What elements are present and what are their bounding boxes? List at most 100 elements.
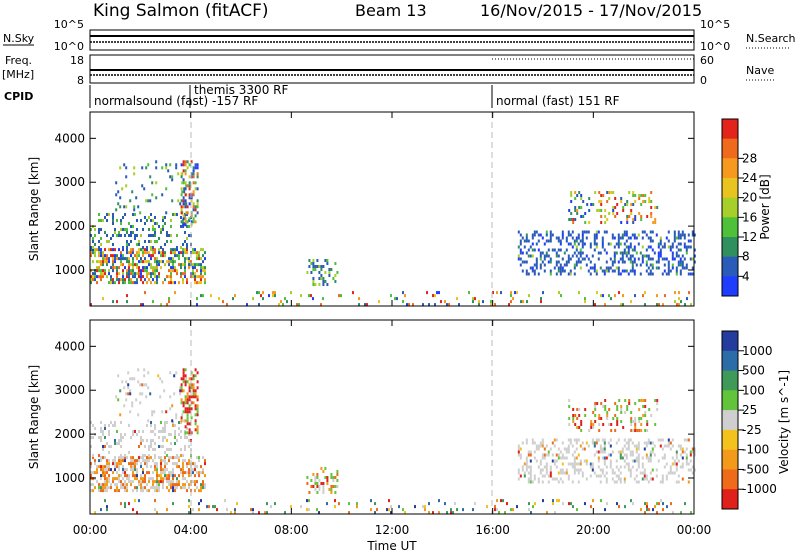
data-cell [170, 240, 172, 243]
colorbar-block [722, 429, 738, 451]
data-cell [180, 398, 183, 402]
data-cell [182, 223, 185, 227]
data-cell [609, 266, 612, 270]
data-cell [547, 254, 550, 258]
data-cell [115, 395, 118, 399]
data-cell [558, 291, 560, 295]
data-cell [519, 263, 522, 267]
data-cell [138, 483, 140, 487]
data-cell [568, 417, 571, 420]
data-cell [122, 459, 124, 463]
data-cell [272, 291, 274, 295]
data-cell [572, 417, 575, 420]
data-cell [106, 260, 108, 264]
data-cell [144, 462, 146, 466]
data-cell [539, 251, 542, 255]
data-cell [125, 392, 128, 396]
data-cell [693, 260, 696, 264]
data-cell [651, 230, 654, 234]
data-cell [104, 471, 106, 475]
data-cell [120, 462, 122, 466]
data-cell [640, 423, 643, 426]
data-cell [172, 502, 174, 506]
data-cell [549, 233, 552, 237]
data-cell [551, 453, 554, 457]
data-cell [196, 297, 198, 301]
data-cell [174, 433, 176, 436]
data-cell [204, 462, 206, 466]
data-cell [613, 480, 616, 484]
data-cell [174, 266, 176, 270]
data-cell [650, 212, 653, 215]
data-cell [330, 473, 333, 476]
data-cell [634, 429, 637, 432]
data-cell [100, 508, 102, 512]
data-cell [98, 459, 100, 463]
data-cell [662, 303, 664, 307]
data-cell [568, 423, 571, 426]
data-cell [693, 468, 696, 472]
data-cell [623, 459, 626, 463]
data-cell [140, 474, 142, 478]
data-cell [592, 411, 595, 414]
date-range: 16/Nov/2015 - 17/Nov/2015 [480, 1, 702, 20]
data-cell [669, 468, 672, 472]
data-cell [594, 420, 597, 423]
data-cell [617, 272, 620, 276]
data-cell [687, 272, 690, 276]
data-cell [146, 248, 148, 252]
data-cell [322, 491, 325, 494]
data-cell [126, 248, 128, 252]
data-cell [527, 465, 530, 469]
data-cell [578, 191, 581, 194]
data-cell [517, 444, 520, 448]
data-cell [541, 441, 544, 445]
data-cell [615, 480, 618, 484]
data-cell [184, 220, 187, 224]
data-cell [202, 480, 204, 484]
data-cell [284, 511, 286, 515]
data-cell [625, 254, 628, 258]
data-cell [184, 263, 186, 267]
data-cell [580, 194, 583, 197]
data-cell [625, 453, 628, 457]
data-cell [130, 278, 132, 282]
data-cell [140, 439, 142, 442]
data-cell [108, 445, 110, 448]
data-cell [182, 219, 184, 222]
data-cell [527, 453, 530, 457]
data-cell [124, 454, 126, 457]
data-cell [102, 297, 104, 301]
data-cell [148, 254, 150, 258]
freq-tick-high: 18 [70, 54, 84, 67]
data-cell [661, 480, 664, 484]
data-cell [595, 450, 598, 454]
data-cell [188, 428, 191, 432]
data-cell [126, 456, 128, 460]
data-cell [641, 230, 644, 234]
data-cell [608, 197, 611, 200]
data-cell [94, 251, 96, 255]
data-cell [139, 401, 142, 405]
data-cell [160, 456, 162, 460]
data-cell [118, 442, 120, 445]
data-cell [163, 389, 166, 393]
data-cell [138, 266, 140, 270]
data-cell [188, 445, 190, 448]
data-cell [529, 254, 532, 258]
data-cell [555, 251, 558, 255]
data-cell [657, 459, 660, 463]
data-cell [644, 303, 646, 307]
data-cell [591, 468, 594, 472]
data-cell [204, 459, 206, 463]
data-cell [623, 465, 626, 469]
data-cell [673, 459, 676, 463]
data-cell [606, 502, 608, 506]
data-cell [623, 477, 626, 481]
data-cell [641, 462, 644, 466]
data-cell [570, 212, 573, 215]
data-cell [663, 269, 666, 273]
data-cell [653, 444, 656, 448]
data-cell [190, 377, 193, 381]
data-cell [174, 260, 176, 264]
